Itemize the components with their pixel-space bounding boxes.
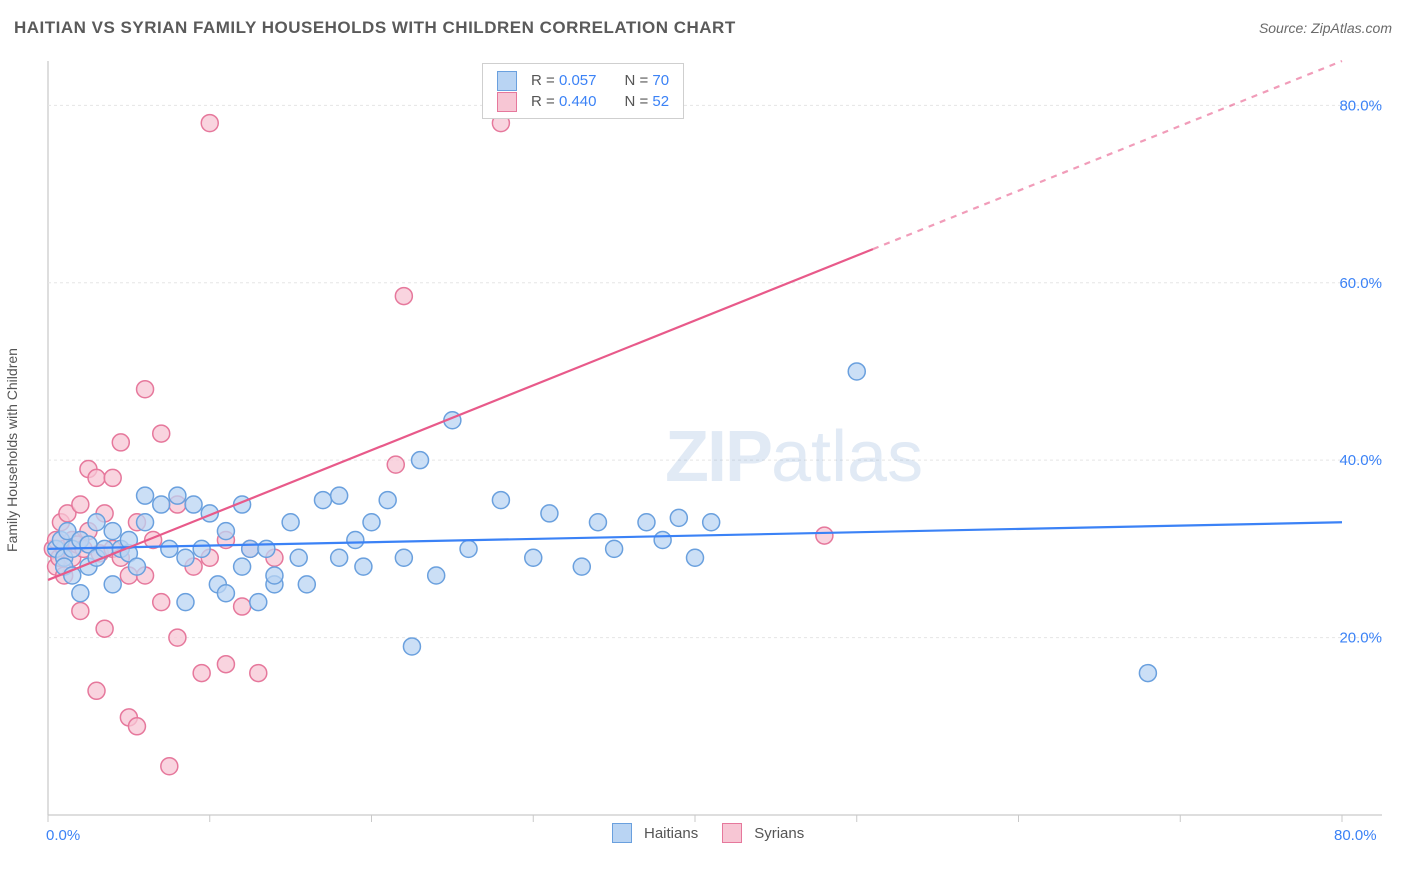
correlation-stats-box: R = 0.057N = 70R = 0.440N = 52 [482, 63, 684, 119]
svg-text:20.0%: 20.0% [1339, 630, 1382, 647]
legend-swatch [497, 71, 517, 91]
legend-item: Syrians [722, 823, 804, 843]
scatter-plot: 20.0% 40.0% 60.0% 80.0% [42, 55, 1392, 845]
stats-row: R = 0.057N = 70 [497, 70, 669, 91]
svg-text:40.0%: 40.0% [1339, 452, 1382, 469]
legend-item: Haitians [612, 823, 698, 843]
legend-swatch [722, 823, 742, 843]
x-axis-max-label: 80.0% [1334, 827, 1377, 844]
x-axis-min-label: 0.0% [46, 827, 80, 844]
stats-row: R = 0.440N = 52 [497, 91, 669, 112]
legend-swatch [497, 92, 517, 112]
y-axis-label: Family Households with Children [4, 348, 20, 552]
svg-text:60.0%: 60.0% [1339, 275, 1382, 292]
source-attribution: Source: ZipAtlas.com [1259, 20, 1392, 36]
legend-label: Haitians [644, 825, 698, 842]
chart-title: HAITIAN VS SYRIAN FAMILY HOUSEHOLDS WITH… [14, 18, 736, 38]
legend-swatch [612, 823, 632, 843]
chart-container: Family Households with Children 20.0%40.… [42, 55, 1392, 845]
series-legend: Haitians Syrians [612, 823, 804, 843]
legend-label: Syrians [754, 825, 804, 842]
svg-text:80.0%: 80.0% [1339, 97, 1382, 114]
